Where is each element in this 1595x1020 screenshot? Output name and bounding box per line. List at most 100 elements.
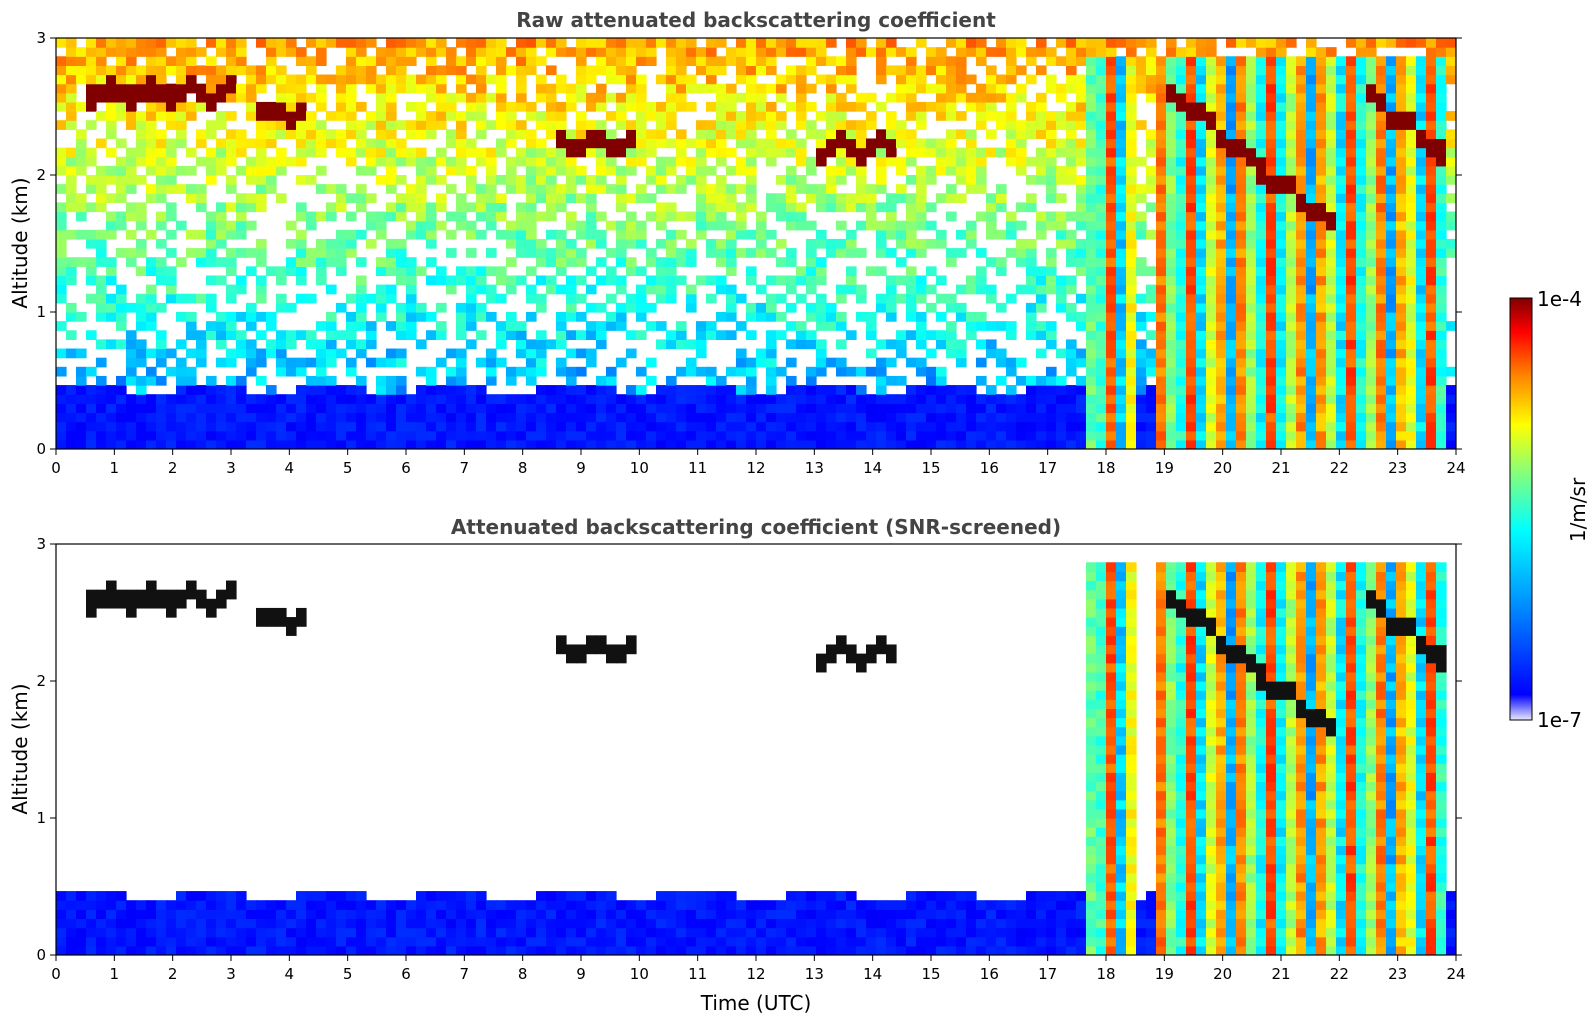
heatmap-cell <box>416 339 427 350</box>
heatmap-cell <box>256 74 267 85</box>
heatmap-cell <box>866 403 877 414</box>
heatmap-cell <box>1196 111 1207 121</box>
heatmap-cell <box>1176 430 1187 441</box>
heatmap-cell <box>526 202 537 213</box>
heatmap-cell <box>266 65 277 76</box>
heatmap-cell <box>866 421 877 432</box>
heatmap-cell <box>286 439 297 449</box>
heatmap-cell <box>1336 92 1347 103</box>
heatmap-cell <box>1226 92 1237 103</box>
heatmap-cell <box>386 38 397 48</box>
heatmap-cell <box>1106 266 1117 277</box>
heatmap-cell <box>936 293 947 304</box>
heatmap-cell <box>1366 175 1377 185</box>
heatmap-cell <box>1066 65 1077 76</box>
heatmap-cell <box>1026 321 1037 331</box>
heatmap-cell <box>506 229 517 240</box>
heatmap-cell <box>136 111 147 121</box>
heatmap-cell <box>1036 421 1047 432</box>
heatmap-cell <box>1106 175 1117 185</box>
heatmap-cell <box>1336 348 1347 359</box>
heatmap-cell <box>446 394 457 404</box>
heatmap-cell <box>106 101 117 112</box>
heatmap-cell <box>1166 156 1177 167</box>
heatmap-cell <box>456 421 467 432</box>
heatmap-cell <box>296 101 307 112</box>
heatmap-cell <box>166 229 177 240</box>
heatmap-cell <box>916 412 927 423</box>
heatmap-cell <box>856 129 867 140</box>
heatmap-cell <box>1416 266 1427 277</box>
heatmap-cell <box>1196 138 1207 149</box>
heatmap-cell <box>1046 430 1057 441</box>
heatmap-cell <box>566 394 577 404</box>
heatmap-cell <box>536 302 547 313</box>
heatmap-cell <box>636 56 647 66</box>
heatmap-cell <box>1306 394 1317 404</box>
heatmap-cell <box>1356 156 1367 167</box>
heatmap-cell <box>396 348 407 359</box>
heatmap-cell <box>786 165 797 176</box>
heatmap-cell <box>906 156 917 167</box>
heatmap-cell <box>736 403 747 414</box>
heatmap-cell <box>736 202 747 213</box>
heatmap-cell <box>396 47 407 57</box>
heatmap-cell <box>1116 65 1127 76</box>
heatmap-cell <box>1336 147 1347 158</box>
heatmap-cell <box>1366 284 1377 295</box>
heatmap-cell <box>326 321 337 331</box>
heatmap-cell <box>1166 65 1177 76</box>
heatmap-cell <box>436 202 447 213</box>
heatmap-cell <box>296 257 307 267</box>
heatmap-cell <box>1226 129 1237 140</box>
heatmap-cell <box>486 357 497 368</box>
heatmap-cell <box>976 394 987 404</box>
heatmap-cell <box>1436 302 1447 313</box>
heatmap-cell <box>796 421 807 432</box>
heatmap-cell <box>176 312 187 322</box>
heatmap-cell <box>726 83 737 94</box>
heatmap-cell <box>1426 430 1437 441</box>
heatmap-cell <box>476 38 487 48</box>
heatmap-cell <box>426 385 437 395</box>
heatmap-cell <box>1176 275 1187 286</box>
heatmap-cell <box>976 421 987 432</box>
heatmap-cell <box>1336 111 1347 121</box>
heatmap-cell <box>986 348 997 359</box>
heatmap-cell <box>386 56 397 66</box>
heatmap-cell <box>956 74 967 85</box>
heatmap-cell <box>1336 248 1347 258</box>
heatmap-cell <box>676 248 687 258</box>
heatmap-cell <box>276 357 287 368</box>
heatmap-cell <box>816 257 827 267</box>
heatmap-cell <box>786 38 797 48</box>
heatmap-cell <box>1126 421 1137 432</box>
heatmap-cell <box>1446 385 1456 395</box>
heatmap-cell <box>586 92 597 103</box>
heatmap-cell <box>1446 165 1456 176</box>
heatmap-cell <box>1146 74 1157 85</box>
heatmap-cell <box>746 385 757 395</box>
heatmap-cell <box>1426 312 1437 322</box>
heatmap-cell <box>616 92 627 103</box>
heatmap-cell <box>886 339 897 350</box>
x-tick-label: 21 <box>1271 459 1290 477</box>
heatmap-cell <box>1266 421 1277 432</box>
heatmap-cell <box>666 430 677 441</box>
heatmap-cell <box>926 175 937 185</box>
heatmap-cell <box>1376 184 1387 194</box>
x-tick-label: 3 <box>226 459 236 477</box>
heatmap-cell <box>986 202 997 213</box>
heatmap-cell <box>1366 202 1377 213</box>
heatmap-cell <box>1296 120 1307 130</box>
heatmap-cell <box>806 394 817 404</box>
heatmap-cell <box>386 184 397 194</box>
heatmap-cell <box>196 589 207 600</box>
heatmap-cell <box>1166 366 1177 377</box>
heatmap-cell <box>176 257 187 267</box>
heatmap-cell <box>1286 220 1297 231</box>
heatmap-cell <box>816 202 827 213</box>
heatmap-cell <box>106 580 117 591</box>
heatmap-cell <box>436 193 447 203</box>
heatmap-cell <box>346 330 357 340</box>
